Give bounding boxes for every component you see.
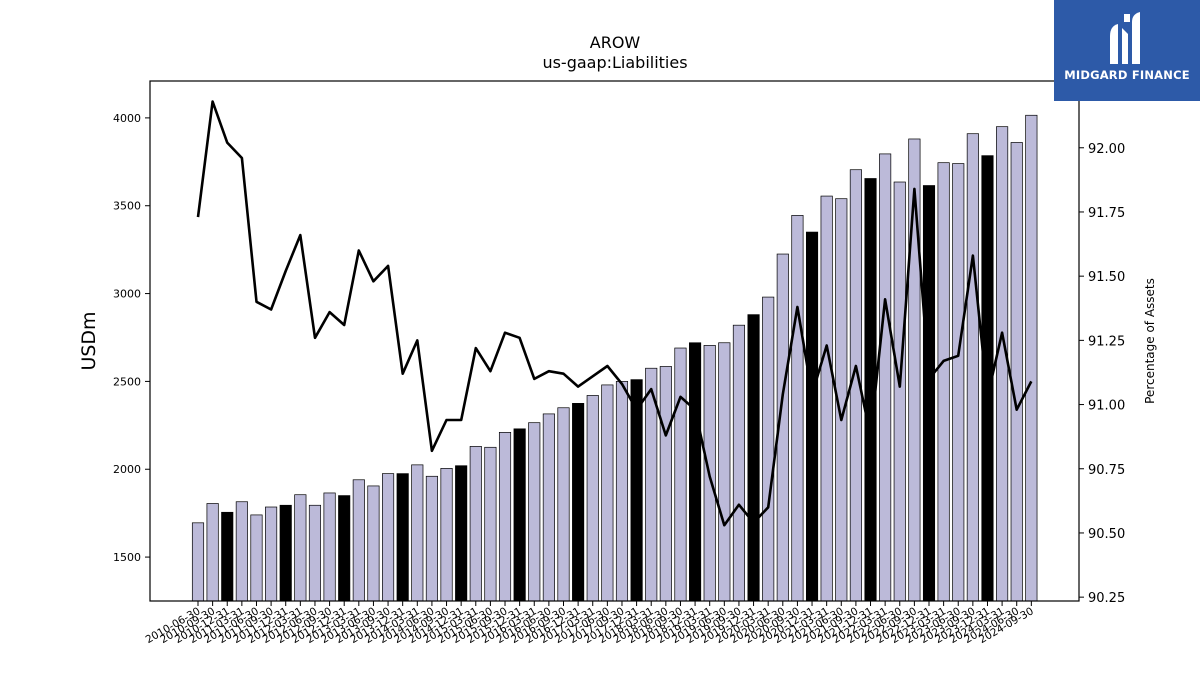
y2-tick-label: 90.25: [1088, 591, 1125, 606]
bar: [572, 403, 585, 602]
brand-logo: MIDGARD FINANCE: [1054, 0, 1200, 101]
bar: [659, 366, 672, 602]
bar: [528, 422, 541, 602]
bars-group: [191, 114, 1038, 602]
bar: [996, 126, 1009, 602]
bar: [879, 153, 892, 602]
bar: [440, 468, 453, 602]
bar: [630, 379, 643, 602]
bar: [557, 407, 570, 602]
plot-frame: [149, 80, 1080, 602]
bar: [513, 428, 526, 602]
chart-title: AROW: [590, 33, 641, 52]
bar: [1025, 114, 1038, 602]
bar: [966, 133, 979, 602]
y-tick-label: 3000: [113, 288, 141, 301]
bar: [586, 395, 599, 602]
y2-tick-label: 91.00: [1088, 399, 1125, 414]
bar: [1010, 142, 1023, 602]
bar: [937, 162, 950, 602]
bar: [791, 215, 804, 602]
bar: [396, 473, 409, 602]
bar: [689, 342, 702, 602]
bar: [922, 185, 936, 602]
bar: [352, 479, 365, 602]
bar: [747, 314, 760, 602]
bar: [265, 506, 278, 602]
bar: [323, 492, 336, 602]
y2-tick-label: 91.25: [1088, 334, 1125, 349]
y2-tick-label: 90.50: [1088, 527, 1125, 542]
bar: [235, 501, 248, 602]
bar: [718, 342, 731, 602]
bar: [674, 347, 687, 602]
bar: [732, 324, 745, 602]
midgard-logo-icon: [1110, 12, 1140, 64]
y2-tick-label: 91.75: [1088, 206, 1125, 221]
bar: [206, 503, 219, 602]
y2-axis-label: Percentage of Assets: [1143, 278, 1157, 404]
y-axis-right: 90.25 90.50 90.75 91.00 91.25 91.50 91.75 92.00: [1079, 142, 1125, 606]
bar: [952, 163, 965, 602]
y-tick-label: 1500: [113, 551, 141, 564]
bar: [542, 413, 555, 602]
bar: [908, 138, 921, 602]
bar: [762, 296, 775, 602]
bar: [498, 432, 512, 602]
bar: [367, 485, 380, 602]
y2-tick-label: 91.50: [1088, 270, 1125, 285]
y-axis-left: 1500 2000 2500 3000 3500 4000: [113, 112, 150, 564]
bar: [308, 504, 322, 602]
series-line: [196, 100, 1033, 527]
y-tick-label: 4000: [113, 112, 141, 125]
bar: [484, 446, 497, 602]
bar: [382, 473, 395, 602]
bar: [294, 494, 307, 602]
bar: [279, 504, 292, 602]
x-axis: 2010-06-302010-09-302010-12-312011-03-31…: [144, 601, 1036, 646]
bar: [221, 511, 234, 602]
bar: [425, 475, 438, 602]
bar: [411, 464, 424, 602]
bar: [250, 514, 263, 602]
bar: [820, 195, 833, 602]
bar: [601, 384, 614, 602]
brand-name: MIDGARD FINANCE: [1064, 68, 1190, 82]
y2-tick-label: 92.00: [1088, 142, 1125, 157]
y-tick-label: 3500: [113, 200, 141, 213]
line-group: [196, 100, 1033, 527]
y-axis-label: USDm: [78, 311, 100, 370]
y2-tick-label: 90.75: [1088, 463, 1125, 478]
bar: [191, 522, 205, 602]
y-tick-label: 2500: [113, 375, 141, 388]
bar: [469, 446, 482, 602]
y-tick-label: 2000: [113, 463, 141, 476]
chart-subtitle: us-gaap:Liabilities: [542, 53, 687, 72]
bar: [615, 381, 629, 602]
bar: [805, 231, 819, 602]
bar: [455, 465, 468, 602]
bar: [338, 495, 351, 602]
bar: [893, 181, 906, 602]
